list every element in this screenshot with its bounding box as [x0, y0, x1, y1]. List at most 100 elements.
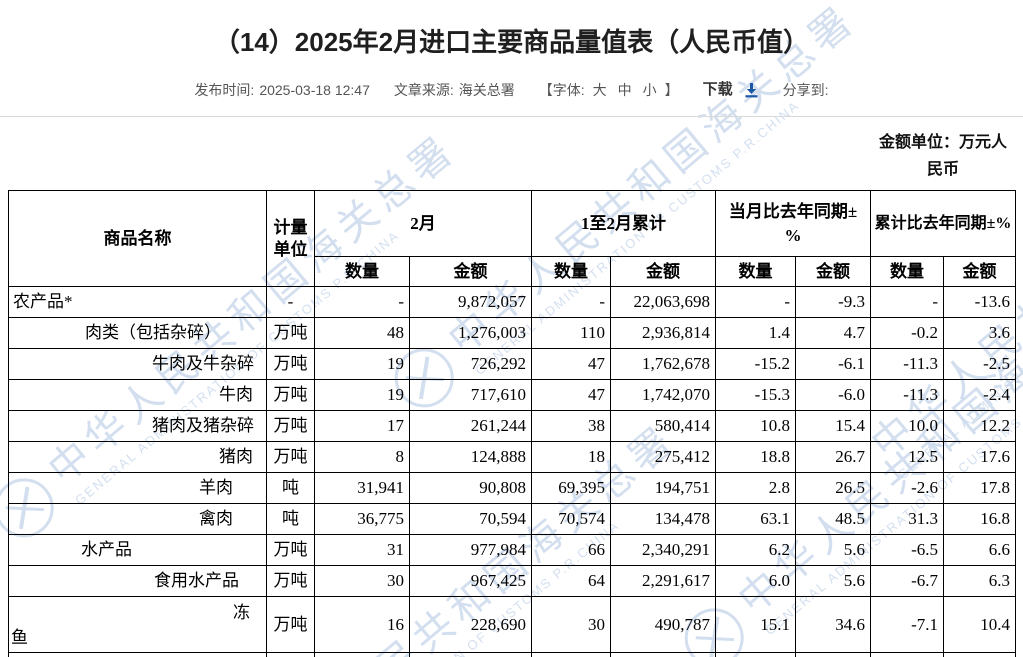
value-cell: 4.7 [795, 317, 871, 349]
value-cell: 3.6 [942, 317, 1017, 349]
value-cell: - [870, 286, 944, 318]
value-cell: 19 [314, 379, 410, 411]
value-cell: 31,941 [314, 472, 410, 504]
table-row: 农产品* - -9,872,057-22,063,698- -9.3- -13.6 [8, 286, 1017, 318]
value-cell: -2.5 [942, 348, 1017, 380]
table-row: 冻鱼 万吨 16 228,690 30 490,787 15.1 34.6 -7.1 10.4 [8, 596, 1017, 653]
value-cell: 5.6 [795, 565, 871, 597]
col-group-jan-feb-cumulative: 1至2月累计 [531, 190, 716, 257]
value-cell: 70,574 [531, 503, 611, 535]
value-cell: 110 [531, 317, 611, 349]
commodity-name-cell: 羊肉 [8, 472, 267, 504]
value-cell: 17.6 [942, 441, 1017, 473]
value-cell: 2,340,291 [610, 534, 716, 566]
font-size-medium-button[interactable]: 中 [617, 82, 632, 98]
value-cell: 10.0 [870, 410, 944, 442]
article-source-label: 文章来源: [393, 82, 454, 98]
value-cell: 15.4 [795, 410, 871, 442]
col-header-quantity: 数量 [870, 256, 944, 287]
table-row: 水产品 万吨 31 977,984 66 2,340,291 6.2 5.6 -6.5 6.6 [8, 534, 1017, 566]
unit-cell: 万吨 [266, 441, 315, 473]
col-header-quantity: 数量 [715, 256, 796, 287]
value-cell: 30 [531, 596, 611, 653]
value-cell: -6.1 [795, 348, 871, 380]
value-cell: 26.7 [795, 441, 871, 473]
col-group-month-yoy: 当月比去年同期±% [715, 190, 871, 257]
value-cell: 134,478 [610, 503, 716, 535]
value-cell: 275,412 [610, 441, 716, 473]
font-size-small-button[interactable]: 小 [642, 82, 657, 98]
value-cell: -15.3 [715, 379, 796, 411]
value-cell: 90,808 [409, 472, 532, 504]
value-cell: 38 [531, 410, 611, 442]
table-row: 羊肉吨 31,941 90,808 69,395 194,751 2.8 26.5 -2.6 1… [8, 472, 1017, 504]
value-cell: 6.0 [715, 565, 796, 597]
page-title: （14）2025年2月进口主要商品量值表（人民币值） [213, 27, 810, 57]
value-cell: 31 [314, 534, 410, 566]
value-cell: 1.4 [715, 317, 796, 349]
value-cell: 47 [531, 379, 611, 411]
value-cell: 16 [314, 596, 410, 653]
value-cell: 66 [531, 534, 611, 566]
download-button[interactable]: 下载 [702, 81, 733, 98]
empty-cell [870, 652, 944, 657]
value-cell: 2,936,814 [610, 317, 716, 349]
publish-time-label: 发布时间: [194, 82, 255, 98]
unit-cell: 万吨 [266, 348, 315, 380]
unit-cell: 万吨 [266, 596, 315, 653]
font-size-large-button[interactable]: 大 [592, 82, 607, 98]
value-cell: 228,690 [409, 596, 532, 653]
value-cell: 2.8 [715, 472, 796, 504]
commodity-name-cell: 牛肉及牛杂碎 [8, 348, 267, 380]
empty-cell [314, 652, 410, 657]
publish-time-value: 2025-03-18 12:47 [259, 82, 370, 98]
value-cell: 34.6 [795, 596, 871, 653]
value-cell: 726,292 [409, 348, 532, 380]
commodity-name-cell: 农产品* [8, 286, 267, 318]
commodity-name-cell: 冻鱼 [8, 596, 267, 653]
unit-cell: 万吨 [266, 379, 315, 411]
article-source: 文章来源: 海关总署 [394, 80, 515, 100]
value-cell: 69,395 [531, 472, 611, 504]
value-cell: 12.2 [942, 410, 1017, 442]
empty-cell [266, 652, 315, 657]
value-cell: 717,610 [409, 379, 532, 411]
font-size-switcher: 【字体: 大 中 小 】 [539, 80, 679, 100]
value-cell: 47 [531, 348, 611, 380]
value-cell: -6.5 [870, 534, 944, 566]
empty-cell [795, 652, 871, 657]
value-cell: -15.2 [715, 348, 796, 380]
value-cell: 70,594 [409, 503, 532, 535]
table-row: 肉类（包括杂碎） 万吨 48 1,276,003 110 2,936,814 1.4 4.7-… [8, 317, 1017, 349]
download-icon[interactable] [744, 82, 759, 98]
value-cell: 17 [314, 410, 410, 442]
value-cell: 48 [314, 317, 410, 349]
table-row: 牛肉 万吨 19 717,610 47 1,742,070 -15.3 -6.0 -11.3 -2… [8, 379, 1017, 411]
font-size-open-bracket: 【字体: [538, 82, 585, 98]
value-cell: 10.8 [715, 410, 796, 442]
value-cell: 1,276,003 [409, 317, 532, 349]
col-header-quantity: 数量 [531, 256, 611, 287]
value-cell: 490,787 [610, 596, 716, 653]
value-cell: 1,762,678 [610, 348, 716, 380]
value-cell: 18.8 [715, 441, 796, 473]
value-cell: 6.3 [942, 565, 1017, 597]
col-header-amount: 金额 [942, 256, 1017, 287]
table-row: 牛肉及牛杂碎 万吨 19 726,292 47 1,762,678 -15.2 -6.1 -11… [8, 348, 1017, 380]
value-cell: 12.5 [870, 441, 944, 473]
publish-time: 发布时间: 2025-03-18 12:47 [194, 80, 369, 100]
value-cell: -6.0 [795, 379, 871, 411]
value-cell: 6.6 [942, 534, 1017, 566]
unit-cell: 吨 [266, 503, 315, 535]
amount-unit-note: 金额单位：万元人民币 [878, 134, 1007, 178]
table-row: 禽肉吨 36,775 70,594 70,574 134,478 63.1 48.5 31.3… [8, 503, 1017, 535]
col-header-amount: 金额 [795, 256, 871, 287]
value-cell: 261,244 [409, 410, 532, 442]
unit-cell: 万吨 [266, 534, 315, 566]
article-source-value: 海关总署 [458, 82, 515, 98]
table-header-sub-row: 数量 金额 数量 金额 数量 金额 数量 金额 [9, 256, 1017, 287]
value-cell: -7.1 [870, 596, 944, 653]
value-cell: 16.8 [942, 503, 1017, 535]
commodity-name-cell: 牛肉 [8, 379, 267, 411]
download-control[interactable]: 下载 [703, 80, 759, 100]
